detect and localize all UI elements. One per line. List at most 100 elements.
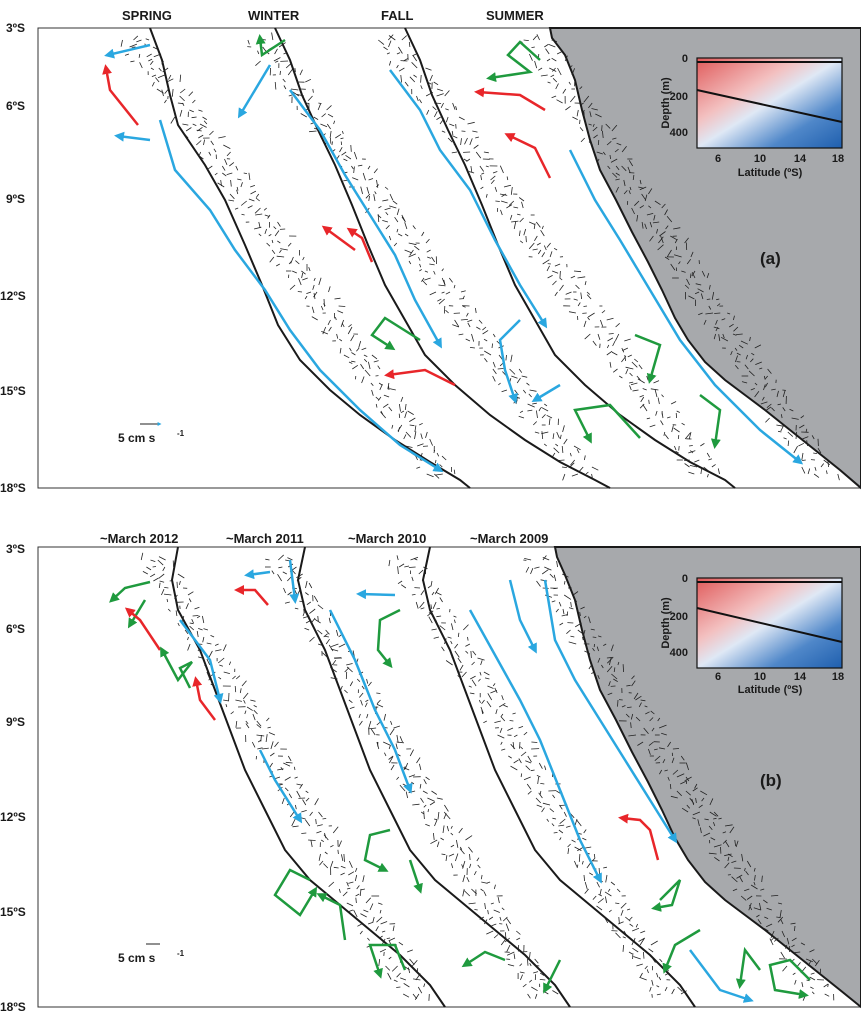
current-vector (487, 685, 494, 689)
current-vector (582, 636, 584, 641)
current-vector (241, 213, 245, 216)
current-vector (814, 466, 817, 471)
current-vector (454, 319, 460, 327)
current-vector (455, 105, 458, 111)
current-vector (364, 369, 371, 377)
current-vector (688, 471, 695, 475)
scale-label: 5 cm s (118, 951, 156, 965)
current-vector (376, 184, 380, 188)
current-vector (338, 643, 346, 648)
current-vector (802, 436, 809, 440)
current-vector (384, 752, 387, 757)
current-vector (267, 214, 271, 219)
current-vector (659, 231, 666, 237)
current-vector (546, 265, 550, 272)
current-vector (316, 830, 322, 834)
inset-ytick: 400 (670, 127, 688, 139)
current-vector (569, 462, 575, 468)
current-vector (778, 902, 783, 905)
current-vector (229, 162, 235, 167)
current-vector (519, 410, 524, 414)
current-vector (183, 132, 189, 139)
current-vector (400, 410, 405, 414)
current-vector (480, 660, 483, 666)
current-vector (653, 214, 656, 221)
current-vector (425, 776, 430, 781)
current-vector (789, 408, 794, 412)
current-vector (484, 677, 490, 680)
current-vector (657, 244, 664, 251)
lat-tick: 18ºS (0, 481, 26, 495)
current-vector (630, 722, 632, 729)
current-vector (458, 116, 465, 121)
current-vector (509, 720, 514, 722)
current-vector (631, 941, 634, 946)
current-vector (203, 628, 209, 631)
current-vector (648, 399, 650, 405)
current-vector (493, 909, 500, 913)
current-vector (523, 39, 529, 41)
current-vector (327, 319, 331, 326)
current-vector (611, 124, 618, 132)
current-vector (263, 207, 267, 211)
current-vector (753, 867, 756, 872)
current-vector (691, 798, 695, 806)
current-vector (199, 123, 207, 128)
current-vector (273, 226, 277, 230)
current-vector (628, 951, 633, 955)
current-vector (541, 431, 544, 440)
current-vector (748, 370, 755, 377)
current-vector (660, 420, 664, 426)
current-vector (499, 165, 504, 174)
inset-ytick: 200 (670, 611, 688, 623)
inset-xtick: 18 (832, 671, 844, 683)
current-vector (468, 846, 473, 853)
current-vector (525, 235, 527, 243)
current-vector (151, 74, 157, 77)
current-vector (621, 705, 626, 708)
current-vector (629, 923, 634, 927)
current-vector (615, 323, 620, 328)
current-vector (538, 407, 542, 412)
current-vector (522, 389, 527, 394)
current-vector (483, 891, 487, 897)
current-vector (553, 247, 558, 251)
current-vector (376, 692, 381, 694)
current-vector (444, 804, 449, 812)
current-vector (287, 242, 292, 247)
current-vector (571, 839, 576, 843)
current-vector (431, 256, 436, 263)
current-vector (420, 74, 422, 83)
current-vector (427, 797, 435, 802)
current-vector (217, 657, 225, 664)
current-vector (666, 416, 671, 419)
current-vector (648, 748, 651, 755)
current-vector (624, 338, 631, 342)
current-vector (530, 568, 534, 575)
current-vector (187, 591, 194, 596)
lat-tick: 18ºS (0, 1000, 26, 1014)
current-vector (546, 818, 550, 822)
current-vector (732, 888, 738, 892)
current-vector (396, 228, 399, 233)
current-vector (649, 717, 654, 722)
current-vector (331, 659, 337, 666)
current-vector (532, 248, 538, 251)
current-vector (150, 67, 155, 71)
current-vector (708, 284, 711, 290)
current-vector (556, 790, 561, 794)
current-vector (403, 766, 406, 771)
current-vector (465, 650, 469, 654)
current-vector (208, 151, 212, 156)
current-vector (403, 434, 407, 440)
current-vector (385, 212, 389, 216)
current-vector (607, 337, 614, 342)
current-vector (750, 358, 754, 363)
inset-xlabel: Latitude (ºS) (738, 167, 803, 179)
current-vector (296, 573, 303, 579)
current-vector (158, 582, 161, 589)
current-vector (358, 692, 364, 698)
current-vector (400, 584, 407, 589)
current-vector (570, 459, 576, 466)
current-vector (530, 769, 535, 772)
